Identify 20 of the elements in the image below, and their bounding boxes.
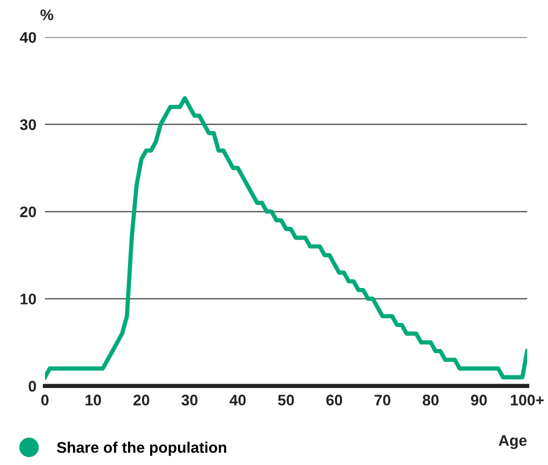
x-tick-label: 30 [181,394,198,406]
x-tick-label: 10 [86,394,102,406]
x-tick-label: 70 [374,394,390,406]
y-tick-label: 20 [20,206,36,218]
x-tick-label: 100+ [510,394,544,406]
line-series [44,96,528,380]
legend-label: Share of the population [56,442,226,456]
x-tick-label: 80 [422,394,439,406]
y-tick-label: 30 [20,119,36,130]
x-axis-title: Age [498,435,527,450]
x-tick-label: 90 [470,394,487,406]
y-tick-label: 0 [28,380,36,392]
x-tick-label: 20 [133,394,150,406]
x-tick-label: 0 [41,394,49,406]
x-tick-label: 40 [230,394,246,406]
x-tick-label: 60 [326,394,342,406]
y-tick-label: 40 [20,32,36,43]
y-axis-title: % [40,9,54,20]
y-tick-label: 10 [20,294,36,304]
x-tick-label: 50 [278,394,294,406]
